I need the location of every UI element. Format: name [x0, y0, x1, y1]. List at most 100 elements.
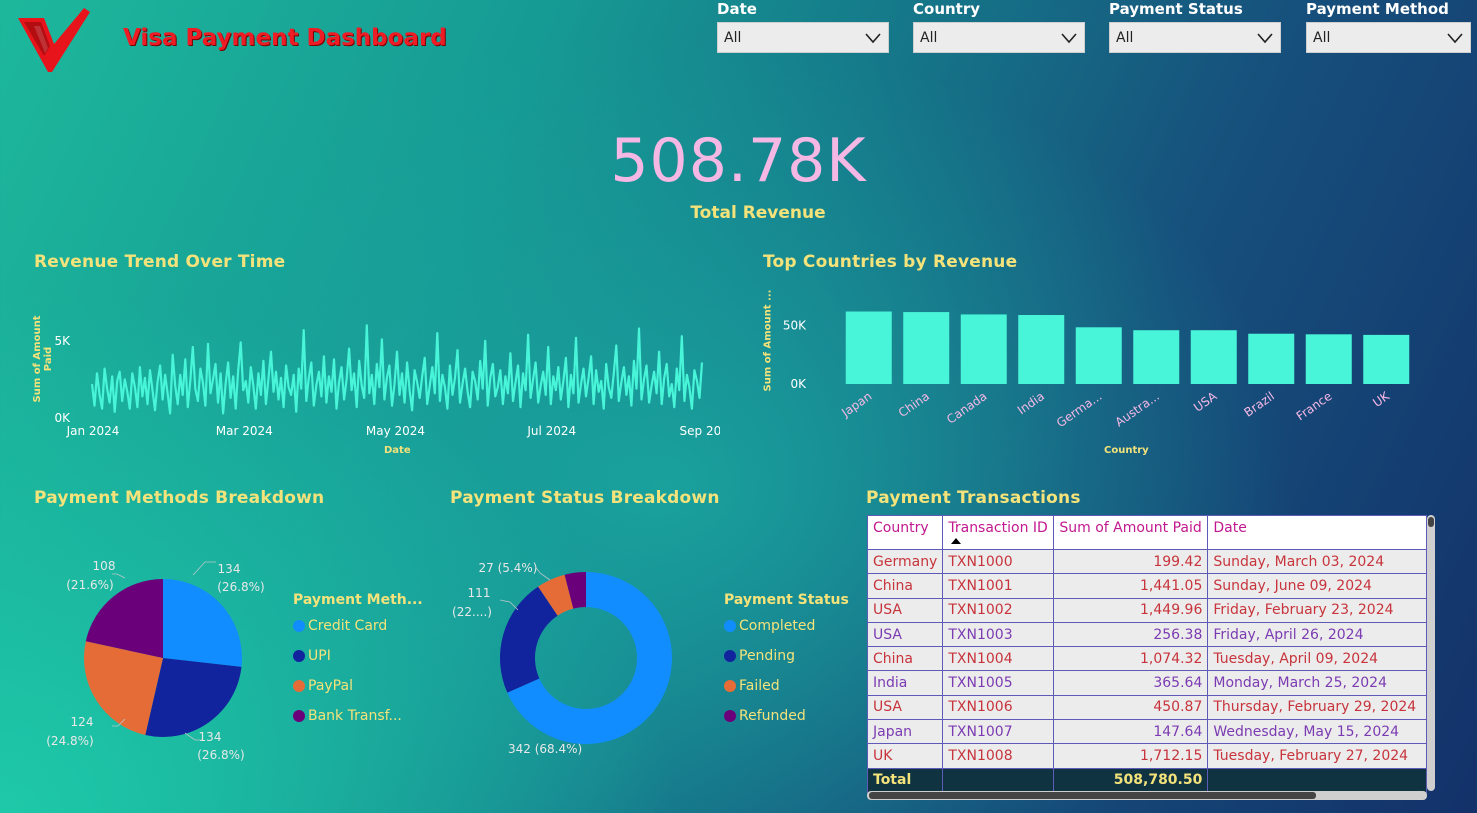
- x-tick-label: Jul 2024: [526, 424, 576, 438]
- x-tick-label: France: [1294, 389, 1335, 423]
- payment-method-dropdown-value: All: [1313, 30, 1331, 46]
- cell-transaction-id: TXN1000: [942, 548, 1055, 575]
- payment-status-dropdown[interactable]: All: [1109, 22, 1281, 53]
- slice-upi[interactable]: [145, 658, 242, 737]
- top-countries-chart[interactable]: 0K 50K Japan China Canada India Germa... Austra…: [780, 290, 1430, 440]
- legend-label: PayPal: [308, 678, 353, 694]
- payment-status-donut[interactable]: 342 (68.4%) 111 (22....) 27 (5.4%): [440, 540, 720, 780]
- col-header-transaction-id-label: Transaction ID: [948, 520, 1048, 536]
- y-tick-label: 5K: [54, 334, 71, 348]
- legend-item-failed[interactable]: Failed: [724, 671, 849, 701]
- slice-completed[interactable]: [507, 572, 672, 744]
- slice-paypal[interactable]: [84, 641, 163, 735]
- y-tick-label: 0K: [54, 411, 71, 425]
- leader-line: [184, 732, 202, 741]
- table-row[interactable]: China TXN1004 1,074.32 Tuesday, April 09, 2…: [867, 646, 1427, 672]
- cell-transaction-id: TXN1008: [942, 743, 1055, 769]
- total-revenue-label: Total Revenue: [690, 203, 826, 223]
- chevron-down-icon: [865, 33, 881, 44]
- legend-item-upi[interactable]: UPI: [293, 641, 423, 671]
- slice-pending[interactable]: [500, 586, 558, 693]
- table-row[interactable]: India TXN1005 365.64 Monday, March 25, 2024: [867, 670, 1427, 696]
- bar-india[interactable]: [1018, 315, 1065, 384]
- table-vertical-scrollbar[interactable]: [1427, 515, 1435, 791]
- col-header-transaction-id[interactable]: Transaction ID: [942, 515, 1055, 550]
- cell-transaction-id: TXN1005: [942, 670, 1055, 696]
- legend-label: UPI: [308, 648, 331, 664]
- slice-failed[interactable]: [538, 574, 574, 616]
- cell-amount: 365.64: [1053, 670, 1209, 696]
- table-row[interactable]: USA TXN1006 450.87 Thursday, February 29, 2…: [867, 694, 1427, 721]
- bar-uk[interactable]: [1363, 334, 1410, 384]
- payment-methods-title: Payment Methods Breakdown: [34, 488, 325, 508]
- slice-banktransf[interactable]: [85, 579, 163, 658]
- bar-usa[interactable]: [1190, 330, 1237, 384]
- legend-item-paypal[interactable]: PayPal: [293, 671, 423, 701]
- table-horizontal-scroll-thumb[interactable]: [869, 792, 1316, 799]
- payment-status-legend-title: Payment Status: [724, 592, 849, 608]
- bar-brazil[interactable]: [1248, 333, 1295, 384]
- table-row[interactable]: Germany TXN1000 199.42 Sunday, March 03, 20…: [867, 548, 1427, 575]
- col-header-date[interactable]: Date: [1207, 515, 1427, 550]
- payment-methods-pie[interactable]: 108 (21.6%) 134 (26.8%) 134 (26.8%) 124 …: [30, 540, 290, 780]
- chevron-down-icon: [1061, 33, 1077, 44]
- total-empty-cell: [942, 767, 1055, 793]
- legend-dot: [724, 650, 736, 662]
- legend-item-bank-transfer[interactable]: Bank Transf...: [293, 701, 423, 731]
- country-dropdown[interactable]: All: [913, 22, 1085, 53]
- payment-status-legend: Payment Status Completed Pending Failed …: [724, 592, 849, 731]
- leader-line: [192, 561, 216, 576]
- table-vertical-scroll-thumb[interactable]: [1428, 517, 1434, 527]
- bar-japan[interactable]: [845, 311, 892, 384]
- legend-dot: [724, 680, 736, 692]
- legend-label: Failed: [739, 678, 780, 694]
- legend-dot: [293, 710, 305, 722]
- bar-canada[interactable]: [960, 314, 1007, 384]
- cell-date: Thursday, February 29, 2024: [1207, 694, 1427, 721]
- legend-item-completed[interactable]: Completed: [724, 611, 849, 641]
- bar-germa[interactable]: [1075, 327, 1122, 384]
- legend-dot: [293, 680, 305, 692]
- y-tick-label: 0K: [790, 377, 807, 391]
- table-row[interactable]: USA TXN1002 1,449.96 Friday, February 23, 2…: [867, 597, 1427, 623]
- legend-item-refunded[interactable]: Refunded: [724, 701, 849, 731]
- cell-amount: 1,441.05: [1053, 573, 1209, 599]
- x-tick-label: Japan: [838, 389, 874, 420]
- leader-line: [534, 565, 551, 581]
- col-header-amount[interactable]: Sum of Amount Paid: [1053, 515, 1209, 550]
- dashboard-title: Visa Payment Dashboard: [123, 25, 447, 51]
- cell-transaction-id: TXN1003: [942, 621, 1055, 648]
- y-tick-label: 50K: [783, 319, 807, 333]
- cell-amount: 147.64: [1053, 719, 1209, 745]
- table-row[interactable]: USA TXN1003 256.38 Friday, April 26, 2024: [867, 621, 1427, 648]
- revenue-trend-chart[interactable]: 0K 5K Jan 2024 Mar 2024 May 2024 Jul 2024 Sep …: [50, 290, 720, 440]
- x-tick-label: Germa...: [1054, 389, 1105, 430]
- legend-item-pending[interactable]: Pending: [724, 641, 849, 671]
- pm-label-bank-pct: (21.6%): [66, 578, 113, 592]
- table-row[interactable]: Japan TXN1007 147.64 Wednesday, May 15, 202…: [867, 719, 1427, 745]
- slice-creditcard[interactable]: [163, 579, 242, 667]
- legend-label: Refunded: [739, 708, 806, 724]
- payment-method-dropdown[interactable]: All: [1306, 22, 1471, 53]
- bar-france[interactable]: [1305, 334, 1352, 384]
- pm-label-upi-count: 134: [199, 730, 222, 744]
- pm-label-paypal-count: 124: [71, 715, 94, 729]
- bar-austra[interactable]: [1133, 330, 1180, 384]
- table-row[interactable]: UK TXN1008 1,712.15 Tuesday, February 27, 2…: [867, 743, 1427, 769]
- slice-refunded[interactable]: [564, 572, 586, 609]
- cell-country: UK: [867, 743, 944, 769]
- col-header-country[interactable]: Country: [867, 515, 944, 550]
- table-row[interactable]: China TXN1001 1,441.05 Sunday, June 09, 202…: [867, 573, 1427, 599]
- leader-line: [112, 718, 126, 727]
- country-dropdown-value: All: [920, 30, 938, 46]
- pm-label-credit-count: 134: [218, 562, 241, 576]
- cell-date: Monday, March 25, 2024: [1207, 670, 1427, 696]
- bar-china[interactable]: [903, 312, 950, 384]
- legend-label: Bank Transf...: [308, 708, 402, 724]
- legend-item-credit-card[interactable]: Credit Card: [293, 611, 423, 641]
- revenue-trend-line[interactable]: [90, 324, 704, 415]
- cell-date: Tuesday, February 27, 2024: [1207, 743, 1427, 769]
- date-dropdown[interactable]: All: [717, 22, 889, 53]
- payment-status-dropdown-value: All: [1116, 30, 1134, 46]
- payment-methods-legend-title: Payment Meth...: [293, 592, 423, 608]
